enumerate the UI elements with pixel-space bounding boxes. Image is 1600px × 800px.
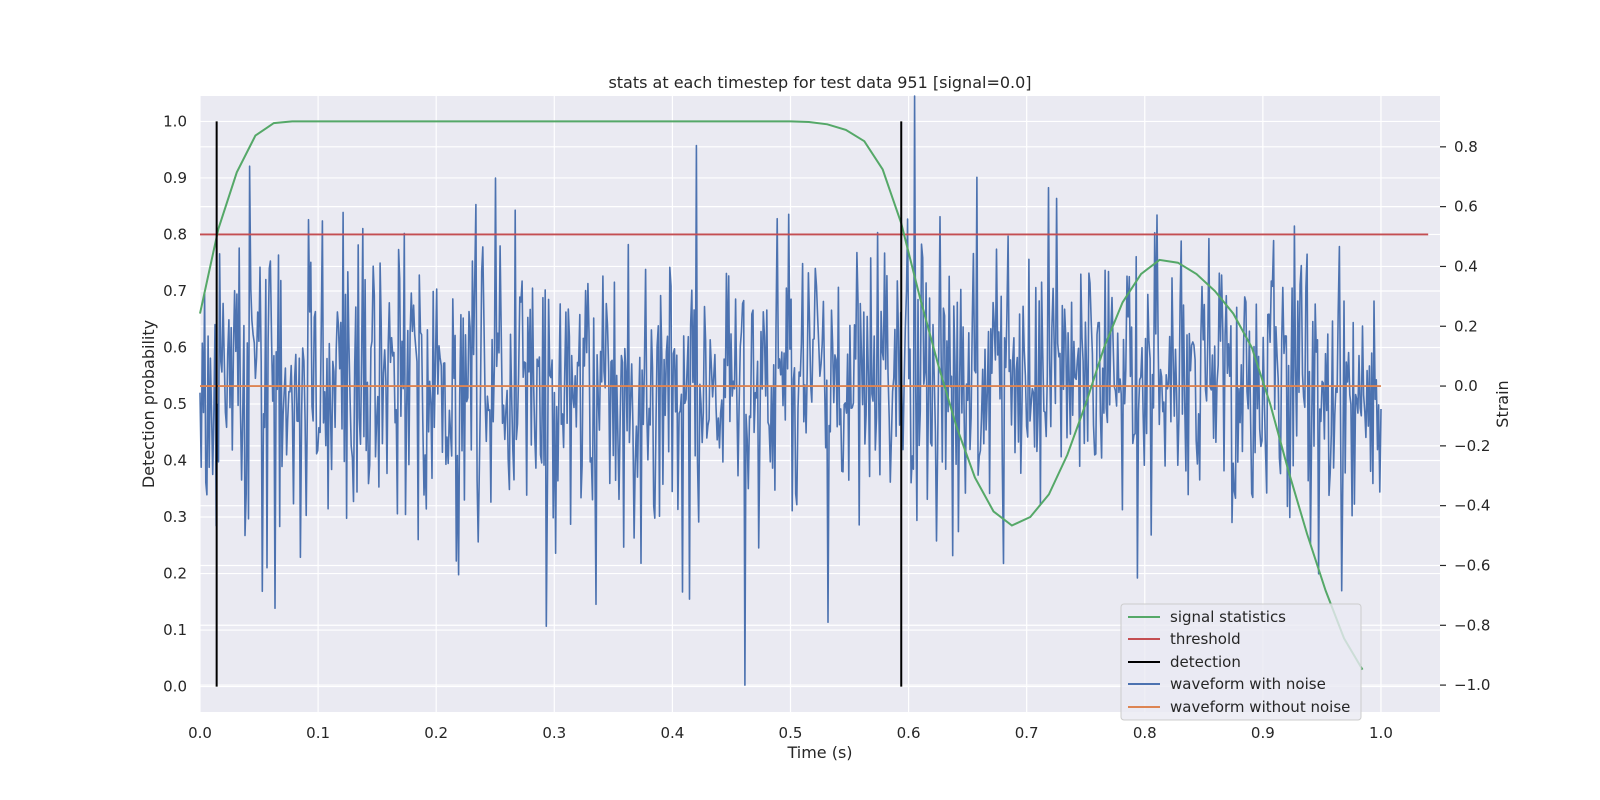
x-tick-label: 0.8	[1133, 724, 1157, 742]
x-tick-label: 0.7	[1015, 724, 1039, 742]
x-tick-label: 0.5	[779, 724, 803, 742]
y2-tick-label: 0.0	[1454, 377, 1478, 395]
y-tick-label: 0.6	[163, 338, 187, 356]
series-waveform-with-noise	[199, 95, 1382, 686]
y2-tick-label: −0.2	[1454, 437, 1490, 455]
y2-tick-label: −0.6	[1454, 556, 1490, 574]
y-tick-label: 0.8	[163, 225, 187, 243]
chart-title: stats at each timestep for test data 951…	[608, 73, 1031, 92]
legend-label-waveform-without-noise: waveform without noise	[1170, 698, 1350, 716]
y2-axis-label: Strain	[1493, 380, 1512, 427]
y2-tick-label: −1.0	[1454, 676, 1490, 694]
x-tick-label: 0.6	[897, 724, 921, 742]
series-signal-statistics	[199, 120, 1364, 671]
y2-tick-label: −0.8	[1454, 616, 1490, 634]
legend: signal statistics threshold detection wa…	[1120, 603, 1362, 721]
legend-label-threshold: threshold	[1170, 630, 1241, 648]
legend-label-signal-statistics: signal statistics	[1170, 608, 1286, 626]
y-tick-label: 0.3	[163, 508, 187, 526]
y2-tick-label: 0.4	[1454, 257, 1478, 275]
y-tick-label: 0.2	[163, 565, 187, 583]
x-tick-label: 0.4	[660, 724, 684, 742]
x-tick-label: 0.1	[306, 724, 330, 742]
legend-label-detection: detection	[1170, 653, 1241, 671]
y-tick-label: 1.0	[163, 112, 187, 130]
y2-tick-label: 0.2	[1454, 317, 1478, 335]
legend-box	[1120, 603, 1362, 721]
x-tick-label: 0.2	[424, 724, 448, 742]
y-tick-label: 0.9	[163, 169, 187, 187]
ticks-layer: 0.0 0.1 0.2 0.3 0.4 0.5 0.6 0.7 0.8 0.9 1.0 0.0 0.1 0…	[163, 112, 1490, 742]
y-axis-label: Detection probability	[139, 320, 158, 488]
x-tick-label: 1.0	[1369, 724, 1393, 742]
y-tick-label: 0.7	[163, 282, 187, 300]
y-tick-label: 0.5	[163, 395, 187, 413]
y-tick-label: 0.4	[163, 452, 187, 470]
legend-label-waveform-with-noise: waveform with noise	[1170, 675, 1326, 693]
y-tick-label: 0.0	[163, 678, 187, 696]
y2-tick-label: −0.4	[1454, 497, 1490, 515]
y2-tick-label: 0.8	[1454, 138, 1478, 156]
y2-tick-label: 0.6	[1454, 198, 1478, 216]
y-tick-label: 0.1	[163, 621, 187, 639]
x-tick-label: 0.9	[1251, 724, 1275, 742]
x-axis-label: Time (s)	[786, 743, 852, 762]
series-layer	[199, 95, 1429, 687]
x-tick-label: 0.0	[188, 724, 212, 742]
x-tick-label: 0.3	[542, 724, 566, 742]
